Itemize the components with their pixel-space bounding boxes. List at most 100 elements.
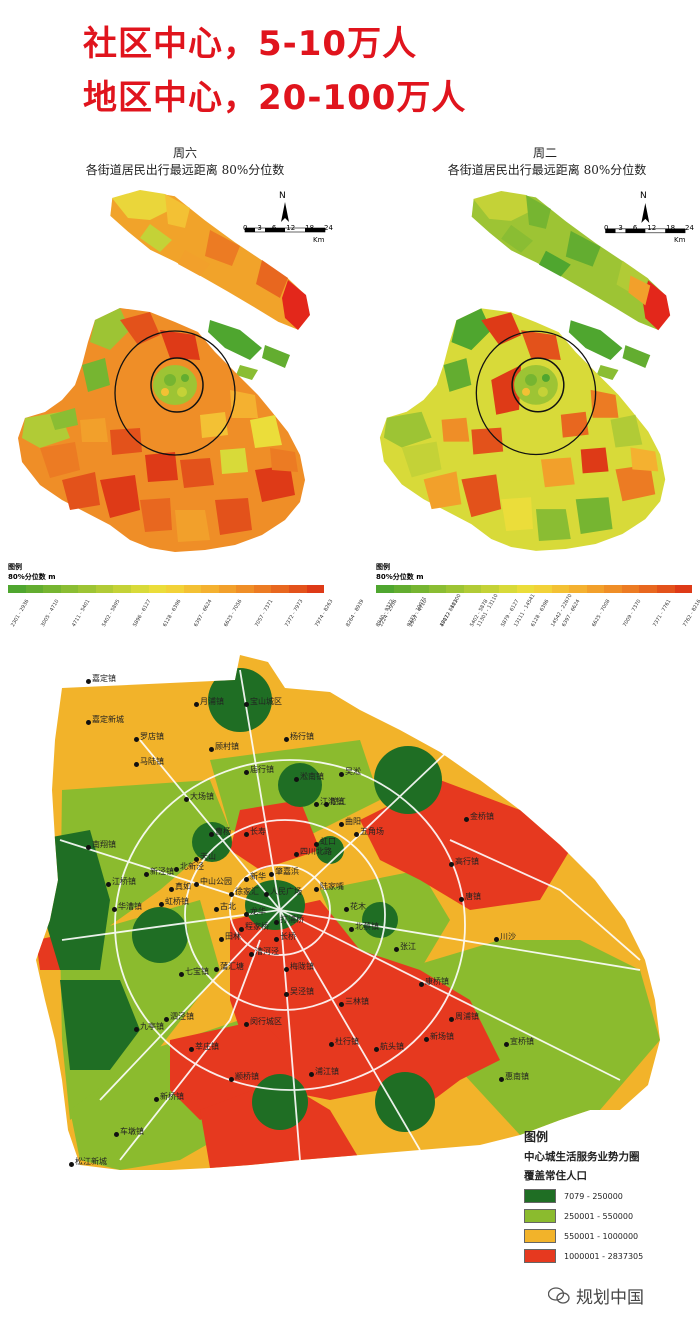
place-label: 花木	[350, 902, 366, 911]
place-label: 长桥	[280, 932, 296, 941]
place-label: 江湾镇	[320, 797, 344, 806]
place-marker	[464, 817, 469, 822]
legend-swatch	[524, 1249, 556, 1263]
place-label: 程家桥	[245, 922, 269, 931]
headline-line-2: 地区中心，20-100万人	[83, 78, 467, 118]
place-marker	[184, 797, 189, 802]
place-marker	[189, 1047, 194, 1052]
place-label: 打浦桥	[280, 915, 304, 924]
place-label: 龙华	[250, 907, 266, 916]
place-marker	[69, 1162, 74, 1167]
place-marker	[86, 845, 91, 850]
place-marker	[274, 937, 279, 942]
color-ramp	[8, 585, 325, 593]
place-marker	[324, 802, 329, 807]
place-label: 三林镇	[345, 997, 369, 1006]
place-marker	[112, 907, 117, 912]
place-label: 江桥镇	[112, 877, 136, 886]
map-saturday	[18, 189, 326, 552]
place-marker	[209, 832, 214, 837]
legend-tuesday: 图例 80%分位数 m 1224 - 2956 2957 - 4710 4711 -…	[376, 562, 700, 631]
place-label: 浦江镇	[315, 1067, 339, 1076]
ramp-swatch	[78, 585, 96, 593]
ramp-swatch	[113, 585, 131, 593]
place-marker	[154, 1097, 159, 1102]
place-label: 闵行城区	[250, 1017, 282, 1026]
ramp-swatch	[604, 585, 622, 593]
legend-swatch	[524, 1229, 556, 1243]
north-arrow-icon	[281, 202, 289, 222]
legend-title-2: 覆盖常住人口	[524, 1170, 587, 1182]
scale-unit-right: Km	[674, 236, 686, 244]
ramp-swatch	[481, 585, 499, 593]
place-marker	[244, 912, 249, 917]
place-label: 中山公园	[200, 877, 232, 886]
ramp-swatch	[551, 585, 570, 593]
place-label: 人民广场	[270, 887, 302, 896]
ramp-swatch	[516, 585, 535, 593]
place-marker	[269, 872, 274, 877]
place-label: 月浦镇	[200, 697, 224, 706]
place-marker	[194, 882, 199, 887]
place-marker	[314, 802, 319, 807]
place-label: 北蔡镇	[355, 922, 379, 931]
place-marker	[329, 1042, 334, 1047]
place-label: 长寿	[250, 827, 266, 836]
place-label: 真如	[175, 882, 191, 891]
place-marker	[244, 877, 249, 882]
place-label: 周浦镇	[455, 1012, 479, 1021]
place-label: 杜行镇	[335, 1037, 359, 1046]
place-label: 虹桥镇	[165, 897, 189, 906]
place-label: 曲阳	[345, 817, 361, 826]
legend-title: 80%分位数 m	[376, 573, 424, 581]
place-label: 南翔镇	[92, 840, 116, 849]
place-marker	[159, 902, 164, 907]
legend-row: 7079 - 250000	[524, 1189, 664, 1203]
place-label: 康桥镇	[425, 977, 449, 986]
place-marker	[499, 1077, 504, 1082]
place-label: 北新泾	[180, 862, 204, 871]
place-marker	[144, 872, 149, 877]
place-marker	[494, 937, 499, 942]
place-label: 颛桥镇	[235, 1072, 259, 1081]
place-marker	[134, 1027, 139, 1032]
ramp-swatch	[271, 585, 289, 593]
catchment-legend: 图例 中心城生活服务业势力圈 覆盖常住人口 7079 - 250000 2500…	[524, 1128, 664, 1263]
place-label: 车墩镇	[120, 1127, 144, 1136]
place-marker	[179, 972, 184, 977]
ramp-swatch	[148, 585, 167, 593]
legend-swatch	[524, 1189, 556, 1203]
watermark: 规划中国	[548, 1283, 644, 1308]
ramp-swatch	[411, 585, 429, 593]
map-saturday-title-2: 各街道居民出行最远距离 80%分位数	[85, 163, 285, 177]
place-label: 松江新城	[75, 1157, 107, 1166]
place-marker	[424, 1037, 429, 1042]
place-marker	[394, 947, 399, 952]
ramp-swatch	[569, 585, 587, 593]
place-marker	[339, 772, 344, 777]
place-marker	[244, 1022, 249, 1027]
place-label: 新泾镇	[150, 867, 174, 876]
legend-classes: 2301 - 2936 3005 - 4710 4711 - 5401 5402 - …	[8, 593, 573, 631]
place-marker	[349, 927, 354, 932]
place-label: 吴淞	[345, 767, 361, 776]
legend-saturday: 图例 80%分位数 m 2301 - 2936 3005 - 4710 4711 -…	[8, 562, 573, 631]
place-marker	[374, 1047, 379, 1052]
wechat-icon	[548, 1286, 570, 1304]
place-marker	[194, 857, 199, 862]
place-label: 川沙	[500, 932, 516, 941]
place-marker	[214, 907, 219, 912]
place-label: 漕河泾	[255, 947, 279, 956]
ramp-swatch	[166, 585, 184, 593]
place-label: 唐镇	[465, 892, 481, 901]
place-marker	[294, 777, 299, 782]
place-marker	[244, 832, 249, 837]
place-label: 天山	[200, 852, 216, 861]
place-label: 七宝镇	[185, 967, 209, 976]
legend-classes: 1224 - 2956 2957 - 4710 4711 - 5401 5402 - …	[376, 595, 700, 631]
legend-title: 80%分位数 m	[8, 573, 56, 581]
place-marker	[274, 920, 279, 925]
north-label-left: N	[279, 191, 286, 201]
place-label: 泗泾镇	[170, 1012, 194, 1021]
place-marker	[164, 1017, 169, 1022]
